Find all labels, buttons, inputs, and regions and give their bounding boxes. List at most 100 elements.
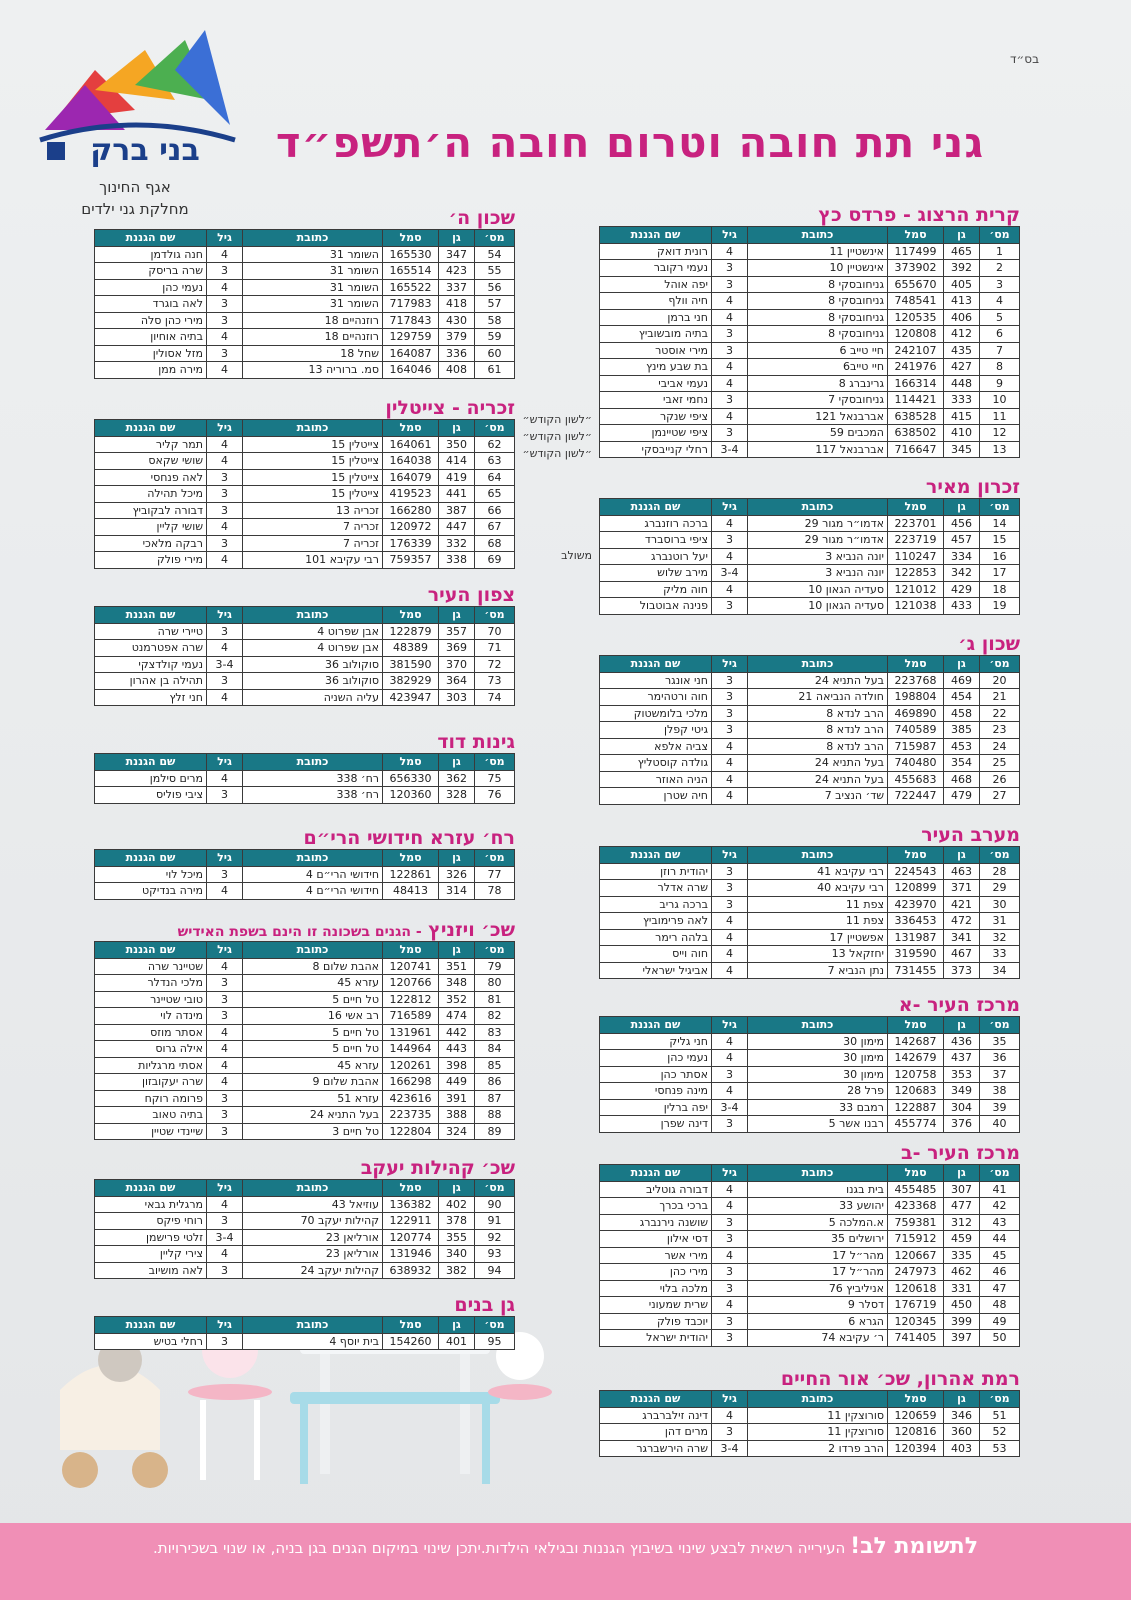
cell: 353 [943, 1065, 980, 1083]
column-header: כתובת [242, 1179, 383, 1197]
header-row: מס׳ גן סמל כתובת גיל שם הגננת [94, 849, 515, 867]
cell: 14 [979, 514, 1020, 532]
cell: 408 [438, 361, 475, 379]
column-header: סמל [382, 941, 439, 959]
cell: בעל התניא 24 [747, 671, 888, 689]
cell: 17 [979, 564, 1020, 582]
row: 3 405 655670 גניחובסקי 8 3 יפה אוהל [599, 275, 1020, 293]
cell: 82 [474, 1007, 515, 1025]
cell: 423368 [887, 1197, 944, 1215]
row: 79 351 120741 אהבת שלום 8 4 שטיינר שרה [94, 957, 515, 975]
cell: בתיה אוחיון [94, 328, 207, 346]
row: 43 312 759381 א.המלכה 5 3 שושנה נירנברג [599, 1213, 1020, 1231]
cell: 459 [943, 1230, 980, 1248]
cell: 29 [979, 879, 1020, 897]
cell: 381590 [382, 655, 439, 673]
cell: 3 [206, 1089, 243, 1107]
section-title: שכ׳ ויזניץ - הגנים בשכונה זו הינם בשפת ה… [95, 919, 515, 941]
cell: 3 [206, 974, 243, 992]
section: קרית הרצוג - פרדס כץ מס׳ גן סמל כתובת גיל שם ה… [522, 204, 1020, 460]
cell: 463 [943, 862, 980, 880]
cell: 448 [943, 374, 980, 392]
cell: לאה מושיוב [94, 1261, 207, 1279]
cell: 89 [474, 1122, 515, 1140]
footer: לתשומת לב! העירייה רשאית לבצע שינוי בשיב… [0, 1534, 1131, 1559]
section-title-text: שכון ג׳ [958, 633, 1020, 655]
cell: מלכי הנדלר [94, 974, 207, 992]
cell: 3 [711, 424, 748, 442]
cell: אסתר כהן [599, 1065, 712, 1083]
cell: 656330 [382, 769, 439, 787]
column-header: מס׳ [474, 1316, 515, 1334]
cell: 21 [979, 688, 1020, 706]
cell: ברכי בכרך [599, 1197, 712, 1215]
cell: יעל רוטנברג [599, 547, 712, 565]
cell: זכריה 7 [242, 534, 383, 552]
cell: 176339 [382, 534, 439, 552]
column-header: גיל [711, 498, 748, 516]
column-header: כתובת [747, 846, 888, 864]
row: 68 332 176339 זכריה 7 3 רבקה מלאכי [94, 534, 515, 552]
column-header: מס׳ [474, 419, 515, 437]
cell: 3 [711, 1329, 748, 1347]
row: 2 392 373902 אינשטיין 10 3 נעמי רקובר [599, 259, 1020, 277]
column-header: גיל [711, 655, 748, 673]
row: 89 324 122804 טל חיים 3 3 שיינדי שטיין [94, 1122, 515, 1140]
cell: 81 [474, 990, 515, 1008]
column-header: גיל [206, 1179, 243, 1197]
cell: צביה אלפא [599, 737, 712, 755]
cell: 3 [711, 391, 748, 409]
cell: שושי שקאס [94, 452, 207, 470]
cell: 176719 [887, 1296, 944, 1314]
cell: 117499 [887, 242, 944, 260]
section: מערב העיר מס׳ גן סמל כתובת גיל שם הגננת 28 463 22… [599, 824, 1020, 979]
cell: קהילות יעקב 70 [242, 1212, 383, 1230]
row: 54 347 165530 השומר 31 4 חנה גולדמן [94, 245, 515, 263]
row: 36 437 142679 מימון 30 4 נעמי כהן [599, 1049, 1020, 1067]
cell: מהר״ל 17 [747, 1263, 888, 1281]
row-note: ״לשון הקודש״ [522, 447, 592, 460]
cell: 4 [206, 452, 243, 470]
row: 19 433 121038 סעדיה הגאון 10 3 פנינה אבוטבול [599, 597, 1020, 615]
cell: אבן שפרוט 4 [242, 622, 383, 640]
row: 75 362 656330 רח׳ 338 4 מרים סילמן [94, 769, 515, 787]
cell: 4 [206, 688, 243, 706]
cell: שחל 18 [242, 344, 383, 362]
row: 1 465 117499 אינשטיין 11 4 רונית דואק [599, 242, 1020, 260]
cell: רוזנהיים 18 [242, 328, 383, 346]
cell: 164046 [382, 361, 439, 379]
cell: 4 [711, 547, 748, 565]
cell: 85 [474, 1056, 515, 1074]
cell: יוכבד פולק [599, 1312, 712, 1330]
cell: שטיינר שרה [94, 957, 207, 975]
section: זכרון מאיר מס׳ גן סמל כתובת גיל שם הגננת 14 456 2… [561, 476, 1020, 615]
cell: 4 [206, 1023, 243, 1041]
cell: 402 [438, 1195, 475, 1213]
section: צפון העיר מס׳ גן סמל כתובת גיל שם הגננת 70 357 12… [94, 584, 515, 706]
cell: 66 [474, 501, 515, 519]
row: 73 364 382929 סוקולוב 36 3 תהילה בן אהרון [94, 672, 515, 690]
column-header: גיל [711, 846, 748, 864]
row: 81 352 122812 טל חיים 5 3 טובי שטיינר [94, 990, 515, 1008]
column-header: גיל [206, 606, 243, 624]
cell: 722447 [887, 787, 944, 805]
section-title: רמת אהרון, שכ׳ אור החיים [600, 1368, 1020, 1390]
cell: השומר 31 [242, 245, 383, 263]
row: 72 370 381590 סוקולוב 36 3-4 נעמי קולדצקי [94, 655, 515, 673]
column-header: כתובת [747, 498, 888, 516]
cell: דינה זילברברג [599, 1406, 712, 1424]
section-title-text: רח׳ עזרא חידושי הרי״ם [303, 827, 515, 849]
column-header: מס׳ [979, 1016, 1020, 1034]
column-header: כתובת [747, 1016, 888, 1034]
cell: 4 [711, 1296, 748, 1314]
cell: אברבנאל 117 [747, 440, 888, 458]
section: מרכז העיר -ב מס׳ גן סמל כתובת גיל שם הגננת 41 30… [599, 1142, 1020, 1347]
cell: 418 [438, 295, 475, 313]
cell: 472 [943, 912, 980, 930]
row: 13 345 716647 אברבנאל 117 3-4 רחלי קנייבסקי [599, 440, 1020, 458]
row: 33 467 319590 יחזקאל 13 4 חוה וייס [599, 945, 1020, 963]
cell: 474 [438, 1007, 475, 1025]
cell: אבן שפרוט 4 [242, 639, 383, 657]
column-header: סמל [887, 1164, 944, 1182]
cell: לאה בוגרד [94, 295, 207, 313]
